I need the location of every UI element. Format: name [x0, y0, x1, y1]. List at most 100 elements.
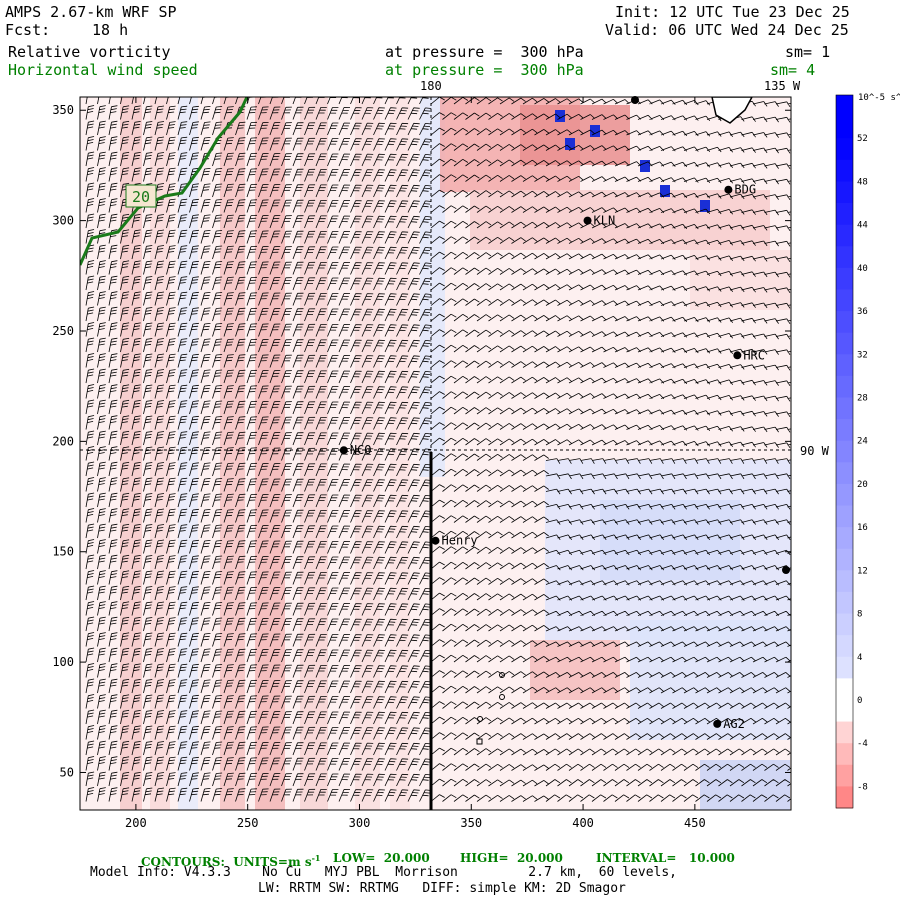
y-tick-label: 200 — [52, 434, 74, 448]
colorbar-swatch — [836, 678, 853, 701]
colorbar-swatch — [836, 570, 853, 593]
colorbar-label: 52 — [857, 134, 868, 144]
coastline — [711, 97, 753, 124]
station-label: AG2 — [723, 717, 745, 731]
model-info: Model Info: V4.3.3 No Cu MYJ PBL Morriso… — [90, 865, 677, 880]
colorbar-swatch — [836, 764, 853, 787]
y-tick-label: 250 — [52, 324, 74, 338]
contour-low: LOW= 20.000 — [333, 851, 430, 865]
field2-smoothing: sm= 4 — [770, 61, 816, 79]
colorbar-label: -4 — [857, 739, 868, 749]
colorbar-swatch — [836, 332, 853, 355]
station-dot — [431, 536, 440, 545]
x-tick-label: 250 — [237, 816, 259, 830]
colorbar-swatch — [836, 203, 853, 226]
vorticity-band — [700, 760, 790, 810]
colorbar-swatch — [836, 159, 853, 182]
lon-135w-label: 135 W — [764, 79, 801, 93]
vorticity-band — [300, 97, 328, 810]
colorbar-units: 10^-5 s^-1 — [858, 93, 900, 103]
y-tick-label: 100 — [52, 655, 74, 669]
edge-station-dot — [631, 96, 639, 104]
colorbar-swatch — [836, 354, 853, 377]
colorbar-swatch — [836, 613, 853, 636]
forecast-hour: 18 h — [92, 21, 129, 39]
forecast-label: Fcst: — [5, 21, 51, 39]
station-label: NCO — [350, 443, 372, 457]
station-dot — [713, 719, 722, 728]
colorbar-swatch — [836, 635, 853, 658]
station-label: Henry — [442, 534, 478, 548]
colorbar-swatch — [836, 548, 853, 571]
vorticity-band — [520, 105, 630, 165]
x-tick-label: 300 — [349, 816, 371, 830]
marker — [476, 738, 483, 745]
y-axis: 350 300 250 200 150 100 50 — [52, 103, 791, 779]
valid-time: Valid: 06 UTC Wed 24 Dec 25 — [605, 21, 849, 39]
physics-info: LW: RRTM SW: RRTMG DIFF: simple KM: 2D S… — [258, 881, 626, 896]
colorbar-swatch — [836, 267, 853, 290]
vorticity-patch — [640, 160, 650, 172]
marker — [477, 716, 483, 722]
contour-interval: INTERVAL= 10.000 — [596, 851, 735, 865]
vorticity-patch — [565, 138, 575, 150]
vorticity-patch — [660, 185, 670, 197]
field1-smoothing: sm= 1 — [785, 43, 831, 61]
colorbar-swatch — [836, 527, 853, 550]
colorbar-swatch — [836, 375, 853, 398]
vorticity-patch — [590, 125, 600, 137]
colorbar-label: 24 — [857, 437, 868, 447]
wind-barb-paths — [85, 97, 791, 802]
marker — [499, 694, 505, 700]
wind-barbs — [85, 97, 791, 802]
colorbar-swatch — [836, 440, 853, 463]
colorbar-label: 4 — [857, 653, 862, 663]
stations-layer: BDG KLN HRC NCO Henry AG2 — [339, 183, 765, 731]
model-title: AMPS 2.67-km WRF SP — [5, 3, 177, 21]
colorbar-label: 32 — [857, 350, 868, 360]
x-tick-label: 200 — [125, 816, 147, 830]
colorbar-label: 48 — [857, 177, 868, 187]
colorbar-swatch — [836, 419, 853, 442]
colorbar-swatch — [836, 462, 853, 485]
units-exponent: -1 — [311, 853, 321, 863]
colorbar-swatch — [836, 591, 853, 615]
vorticity-band — [690, 250, 790, 310]
colorbar-label: 12 — [857, 566, 868, 576]
colorbar-swatch — [836, 138, 853, 161]
contour-label: 20 — [132, 188, 150, 206]
x-tick-label: 350 — [460, 816, 482, 830]
field2-name: Horizontal wind speed — [8, 61, 198, 79]
field2-level: at pressure = 300 hPa — [385, 61, 584, 79]
colorbar-swatch — [836, 311, 853, 334]
station-label: HRC — [743, 348, 765, 362]
colorbar-swatch — [836, 289, 853, 312]
colorbar-swatch — [836, 95, 853, 118]
colorbar-swatch — [836, 181, 853, 204]
colorbar-swatch — [836, 721, 853, 744]
y-tick-label: 300 — [52, 214, 74, 228]
station-label: KLN — [594, 214, 616, 228]
init-time: Init: 12 UTC Tue 23 Dec 25 — [615, 3, 850, 21]
marker — [499, 672, 505, 678]
station-dot — [339, 446, 348, 455]
small-markers — [476, 672, 505, 745]
contours-info: CONTOURS: UNITS=m s-1 — [141, 850, 320, 871]
colorbar-swatch — [836, 397, 853, 420]
colorbar-swatch — [836, 246, 853, 269]
colorbar-label: 40 — [857, 264, 868, 274]
vorticity-patch — [555, 110, 565, 122]
colorbar-label: -8 — [857, 782, 868, 792]
x-tick-label: 450 — [684, 816, 706, 830]
lon-180-label: 180 — [420, 79, 442, 93]
y-tick-label: 150 — [52, 545, 74, 559]
colorbar-swatch — [836, 743, 853, 766]
y-tick-label: 50 — [60, 765, 74, 779]
y-tick-label: 350 — [52, 103, 74, 117]
vorticity-band — [178, 97, 198, 810]
edge-station-dot — [782, 566, 790, 574]
station-dot — [733, 351, 742, 360]
colorbar-label: 16 — [857, 523, 868, 533]
